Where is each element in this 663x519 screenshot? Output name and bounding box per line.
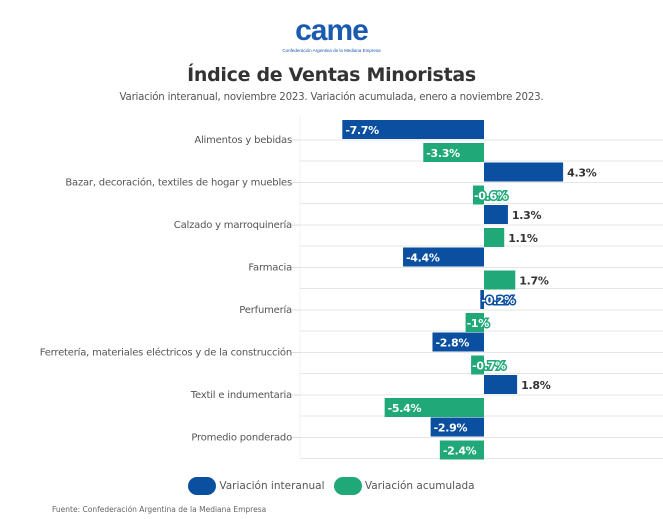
value-label: 1.8% (521, 379, 551, 392)
logo-mark: came (295, 14, 369, 48)
category-label: Textil e indumentaria (190, 390, 292, 401)
bar-interanual[interactable] (480, 290, 484, 309)
value-labels: -7.7% -3.3% 4.3% -0.6% 1.3% 1.1% -4.4% 1.7% -0.2… (345, 124, 597, 458)
bar-acumulada[interactable] (423, 143, 484, 162)
bars (342, 120, 564, 460)
came-logo: came Confederación Argentina de la Media… (0, 14, 663, 53)
bar-acumulada[interactable] (484, 228, 505, 247)
value-label: -0.6% (474, 190, 508, 203)
category-label: Ferretería, materiales eléctricos y de l… (40, 347, 292, 359)
logo-text: came (295, 14, 369, 47)
category-labels: Alimentos y bebidas Bazar, decoración, te… (40, 135, 293, 444)
value-label: 1.1% (508, 232, 538, 245)
legend-swatch-interanual (188, 477, 217, 495)
bar-interanual[interactable] (484, 205, 508, 224)
bar-interanual[interactable] (342, 120, 484, 139)
category-label: Farmacia (248, 263, 292, 274)
category-label: Calzado y marroquinería (174, 219, 292, 231)
category-label: Perfumería (239, 304, 292, 316)
legend-label-acumulada: Variación acumulada (364, 480, 475, 492)
bar-interanual[interactable] (432, 332, 484, 352)
logo-subtext: Confederación Argentina de la Mediana Em… (282, 48, 381, 53)
bar-interanual[interactable] (484, 375, 518, 394)
bar-acumulada[interactable] (439, 440, 484, 460)
category-label: Bazar, decoración, textiles de hogar y m… (65, 177, 292, 189)
source-note: Fuente: Confederación Argentina de la Me… (52, 505, 267, 514)
value-label: -1% (467, 317, 490, 330)
value-label: -7.7% (345, 124, 379, 137)
category-label: Alimentos y bebidas (194, 135, 292, 146)
legend-swatch-acumulada (333, 477, 362, 495)
bar-acumulada[interactable] (484, 270, 516, 290)
legend-item-interanual[interactable]: Variación interanual (188, 477, 325, 495)
value-label: -0.2% (481, 294, 515, 307)
bar-interanual[interactable] (430, 417, 484, 437)
value-label: 1.7% (519, 275, 549, 288)
value-label: -4.4% (406, 252, 440, 265)
bar-acumulada[interactable] (472, 185, 484, 205)
legend-item-acumulada[interactable]: Variación acumulada (333, 477, 475, 495)
bar-interanual[interactable] (403, 247, 484, 267)
chart-subtitle: Variación interanual, noviembre 2023. Va… (119, 92, 544, 103)
value-label: -2.8% (435, 337, 469, 350)
value-label: -3.3% (426, 147, 460, 160)
legend-label-interanual: Variación interanual (219, 480, 325, 492)
chart-title: Índice de Ventas Minoristas (187, 64, 476, 86)
value-label: -0.7% (472, 360, 506, 373)
bar-acumulada[interactable] (465, 313, 484, 332)
bar-interanual[interactable] (484, 162, 564, 182)
bar-acumulada[interactable] (384, 398, 484, 417)
value-label: -5.4% (388, 402, 422, 415)
value-label: -2.4% (443, 445, 477, 458)
bar-acumulada[interactable] (471, 355, 484, 375)
value-label: 1.3% (512, 209, 542, 222)
value-label: 4.3% (567, 167, 597, 180)
category-label: Promedio ponderado (191, 433, 292, 444)
legend: Variación interanual Variación acumulada (0, 477, 663, 498)
value-label: -2.9% (434, 422, 468, 435)
